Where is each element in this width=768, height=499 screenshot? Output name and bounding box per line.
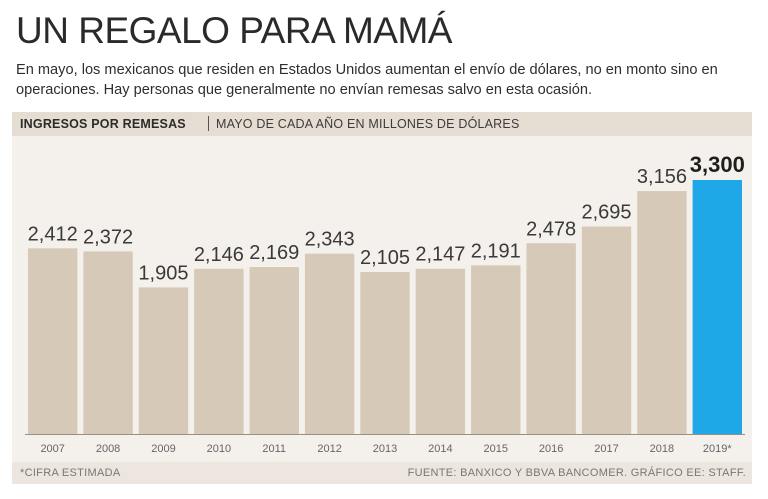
chart-footer: *CIFRA ESTIMADA FUENTE: BANXICO Y BBVA B…: [12, 462, 752, 484]
bar-2016: [526, 243, 576, 434]
bar-2011: [249, 267, 299, 434]
bar-2009: [138, 287, 189, 434]
x-tick-2010: 2010: [207, 443, 231, 455]
value-label-2007: 2,412: [28, 223, 78, 245]
x-tick-2018: 2018: [650, 443, 674, 455]
x-tick-2014: 2014: [428, 443, 452, 455]
header-main-label: INGRESOS POR REMESAS: [20, 117, 186, 131]
x-tick-2015: 2015: [484, 443, 508, 455]
source-credit: FUENTE: BANXICO Y BBVA BANCOMER. GRÁFICO…: [407, 467, 746, 479]
x-tick-2012: 2012: [317, 443, 341, 455]
bar-2018: [637, 191, 687, 434]
x-tick-2017: 2017: [594, 443, 618, 455]
value-label-2011: 2,169: [249, 242, 299, 264]
x-tick-2007: 2007: [40, 443, 64, 455]
value-label-2013: 2,105: [360, 247, 410, 269]
value-label-2018: 3,156: [637, 166, 687, 188]
x-tick-2013: 2013: [373, 443, 397, 455]
bar-2012: [304, 253, 355, 434]
x-tick-2009: 2009: [151, 443, 175, 455]
chart-title: UN REGALO PARA MAMÁ: [16, 10, 452, 51]
x-tick-2016: 2016: [539, 443, 563, 455]
value-label-2017: 2,695: [582, 202, 632, 224]
value-label-2016: 2,478: [526, 218, 576, 240]
bar-2015: [471, 265, 521, 434]
bar-2007: [28, 248, 78, 434]
chart-subtitle: En mayo, los mexicanos que residen en Es…: [16, 62, 718, 98]
value-label-2009: 1,905: [138, 262, 188, 284]
header-sub-label: MAYO DE CADA AÑO EN MILLONES DE DÓLARES: [216, 117, 520, 131]
bar-2013: [360, 271, 410, 434]
value-label-2015: 2,191: [471, 240, 521, 262]
value-label-2019*: 3,300: [690, 152, 745, 177]
x-tick-2019*: 2019*: [703, 443, 732, 455]
bar-2019*: [692, 180, 742, 434]
value-label-2012: 2,343: [305, 229, 355, 251]
bar-2008: [83, 251, 133, 434]
x-tick-2008: 2008: [96, 443, 120, 455]
value-label-2014: 2,147: [415, 244, 465, 266]
bar-chart: 2,412 2007 2,372 2008 1,905 2009 2,146 2010 2,16…: [25, 152, 745, 455]
header-separator: [208, 116, 209, 131]
x-tick-2011: 2011: [262, 443, 286, 455]
chart-area: 2,412 2007 2,372 2008 1,905 2009 2,146 2010 2,16…: [12, 136, 752, 462]
bar-2014: [415, 268, 466, 434]
bar-2010: [194, 268, 244, 434]
chart-header: INGRESOS POR REMESAS MAYO DE CADA AÑO EN…: [12, 112, 752, 136]
value-label-2010: 2,146: [194, 244, 244, 266]
value-label-2008: 2,372: [83, 226, 133, 248]
footnote: *CIFRA ESTIMADA: [20, 467, 121, 479]
bar-2017: [581, 226, 632, 434]
